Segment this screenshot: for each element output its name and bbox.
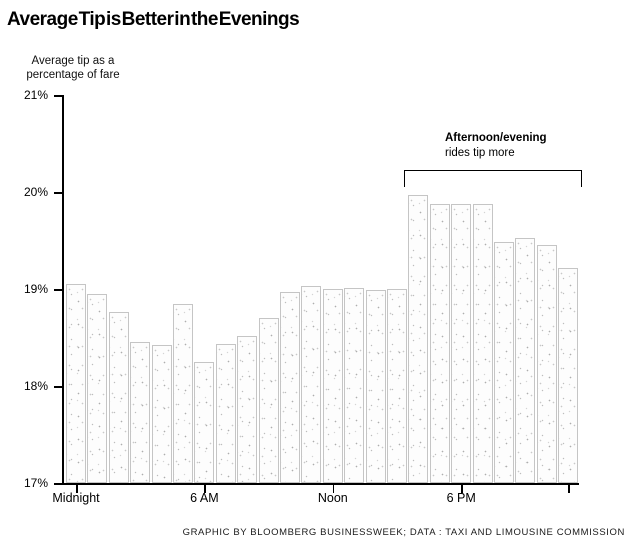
bar-noon (322, 289, 343, 483)
y-tick (54, 289, 63, 291)
y-tick (54, 95, 63, 97)
y-tick-label: 20% (23, 185, 48, 199)
annotation: Afternoon/evening rides tip more (445, 131, 547, 160)
x-tick (204, 484, 206, 493)
bar-3-am (130, 342, 151, 483)
annotation-bracket (404, 170, 582, 187)
bar-11-pm (558, 267, 579, 483)
bar-7-am (215, 344, 236, 483)
bar-11-am (301, 286, 322, 483)
bar-9-am (258, 318, 279, 483)
y-tick-label: 17% (23, 476, 48, 490)
bar-8-pm (494, 242, 514, 483)
chart-title: Average Tip is Better in the Evenings (7, 9, 300, 30)
annotation-line1: Afternoon/evening (445, 132, 547, 144)
y-axis-label: Average tip as a percentage of fare (17, 55, 129, 82)
y-tick-label: 19% (23, 282, 48, 296)
x-tick-label: 6 AM (190, 491, 219, 505)
bar-10-pm (536, 245, 557, 483)
y-tick (54, 386, 63, 388)
bar-2-am (108, 312, 129, 483)
bar-6-am (194, 361, 215, 483)
bar-3-pm (387, 289, 407, 483)
x-tick (461, 484, 463, 493)
bar-8-am (237, 335, 258, 483)
x-tick-label: 6 PM (446, 491, 476, 505)
y-tick-label: 18% (23, 379, 48, 393)
bar-2-pm (365, 289, 386, 483)
bar-9-pm (515, 237, 536, 483)
bar-5-am (173, 303, 193, 483)
x-tick (76, 484, 78, 493)
annotation-line2: rides tip more (445, 146, 515, 159)
y-axis-label-line1: Average tip as a (31, 55, 115, 67)
bar-7-pm (472, 203, 493, 483)
x-tick-label: Midnight (52, 491, 100, 505)
bar-6-pm (451, 203, 472, 483)
bar-4-am (151, 345, 172, 483)
bar-1-pm (344, 288, 365, 483)
x-tick (568, 484, 570, 493)
y-tick-label: 21% (23, 88, 48, 102)
bar-4-pm (408, 194, 429, 483)
bar-midnight (66, 284, 86, 483)
bar-1-am (87, 293, 108, 483)
source-caption: GRAPHIC BY BLOOMBERG BUSINESSWEEK; DATA … (182, 527, 625, 538)
y-axis-label-line2: percentage of fare (26, 68, 120, 81)
y-tick (54, 483, 63, 485)
x-tick (332, 484, 335, 493)
bar-5-pm (429, 203, 450, 483)
x-tick-label: Noon (317, 491, 348, 505)
x-axis (62, 483, 579, 485)
bar-10-am (280, 291, 300, 483)
y-tick (54, 192, 63, 194)
